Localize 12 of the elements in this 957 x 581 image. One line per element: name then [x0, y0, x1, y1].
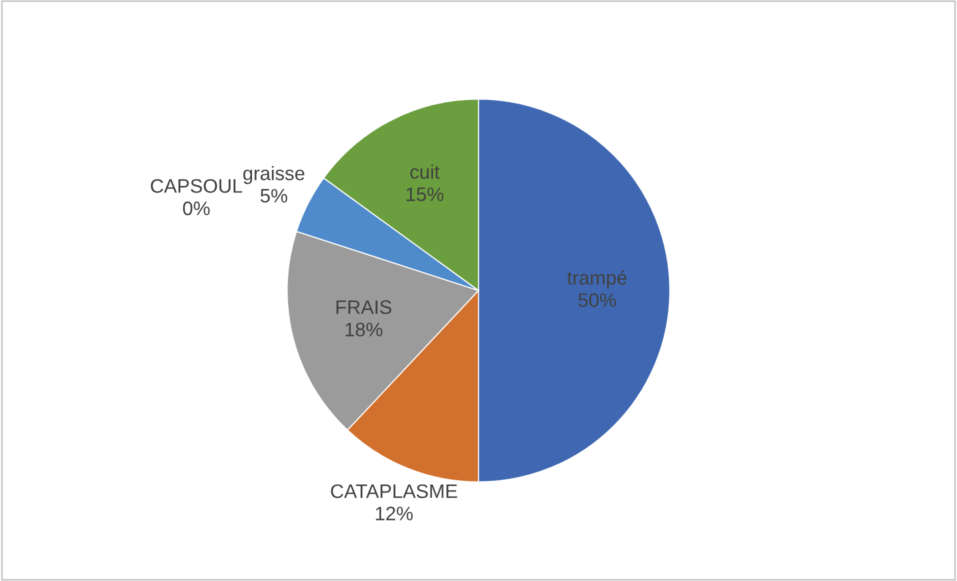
data-label: 15%: [406, 187, 444, 202]
data-label: 50%: [578, 293, 616, 308]
slice-label: trampé: [567, 270, 627, 288]
data-label: 18%: [346, 322, 382, 336]
slice-label: CATAPLASME: [330, 484, 458, 498]
data-label: 12%: [376, 506, 413, 520]
slice-label: cuit: [410, 164, 440, 179]
slice-label: graisse: [243, 166, 304, 184]
text: 0%: [183, 201, 210, 216]
category-label: CAPSOUL: [150, 179, 242, 193]
slice-label: FRAIS: [336, 300, 392, 314]
data-label: 5%: [260, 188, 288, 203]
